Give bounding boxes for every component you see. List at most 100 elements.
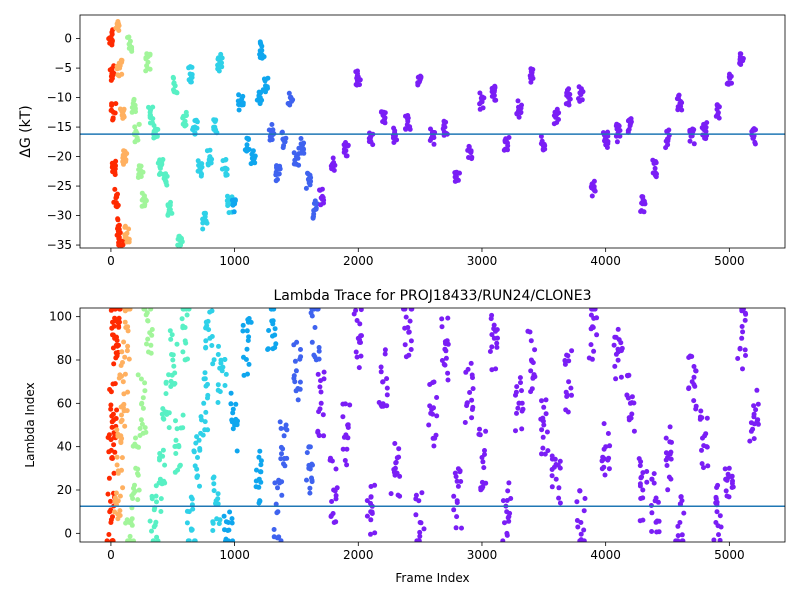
data-point (316, 356, 322, 362)
data-point (243, 357, 249, 362)
data-point (566, 86, 572, 92)
data-point (482, 448, 487, 453)
data-point (753, 407, 759, 413)
data-point (197, 483, 202, 489)
data-point (175, 242, 181, 248)
data-point (113, 490, 119, 496)
data-point (751, 414, 757, 420)
data-point (549, 456, 555, 462)
data-point (135, 372, 141, 378)
data-point (121, 339, 127, 345)
data-point (427, 382, 433, 387)
data-point (252, 160, 258, 166)
data-point (257, 48, 263, 54)
data-point (109, 42, 115, 48)
data-point (246, 361, 252, 367)
data-point (171, 363, 177, 369)
data-point (457, 468, 463, 474)
data-point (528, 338, 534, 344)
data-point (664, 128, 670, 134)
data-point (236, 107, 242, 113)
data-point (454, 514, 460, 520)
data-point (281, 433, 287, 439)
data-point (125, 328, 131, 334)
data-point (280, 136, 286, 142)
data-point (505, 488, 511, 494)
data-point (539, 451, 544, 457)
data-point (129, 516, 135, 522)
data-point (271, 308, 277, 312)
data-point (353, 349, 359, 355)
data-point (113, 416, 119, 421)
data-point (629, 394, 635, 400)
data-point (210, 528, 216, 533)
data-point (204, 148, 210, 154)
data-point (492, 87, 497, 93)
data-point (724, 81, 730, 87)
data-point (297, 386, 303, 392)
data-point (576, 84, 582, 90)
data-point (138, 163, 144, 169)
data-point (112, 308, 118, 312)
data-point (668, 476, 674, 482)
x-axis-label: Frame Index (395, 571, 469, 585)
data-point (343, 432, 349, 438)
data-point (201, 400, 207, 406)
data-point (114, 407, 120, 413)
data-point (215, 62, 221, 68)
data-point (613, 123, 619, 129)
data-point (295, 155, 301, 161)
data-point (530, 360, 536, 366)
data-point (115, 516, 121, 522)
data-point (108, 402, 114, 408)
data-point (539, 138, 545, 144)
data-point (230, 426, 236, 432)
data-point (453, 474, 459, 480)
data-point (116, 73, 122, 79)
data-point (112, 110, 118, 116)
data-point (106, 532, 112, 537)
data-point (246, 334, 252, 340)
data-point (755, 401, 761, 407)
data-point (321, 197, 327, 203)
data-point (477, 90, 483, 96)
data-point (240, 100, 246, 106)
data-point (740, 329, 746, 335)
data-point (402, 325, 408, 331)
data-point (184, 312, 190, 318)
data-point (119, 455, 125, 461)
data-point (167, 328, 173, 334)
data-point (171, 381, 177, 387)
data-point (292, 358, 298, 364)
data-point (160, 157, 166, 162)
data-point (190, 506, 196, 512)
data-point (481, 465, 487, 471)
data-point (344, 153, 350, 159)
data-point (431, 443, 437, 449)
data-point (492, 97, 498, 103)
data-point (139, 401, 144, 407)
data-point (180, 325, 186, 331)
data-point (266, 328, 272, 333)
data-point (358, 340, 363, 345)
data-point (441, 118, 447, 124)
data-point (269, 122, 275, 127)
data-point (331, 520, 337, 525)
data-point (443, 348, 449, 354)
data-point (417, 529, 423, 535)
data-point (543, 411, 549, 417)
data-point (120, 360, 125, 365)
data-point (665, 487, 671, 493)
data-point (639, 474, 645, 480)
data-point (214, 516, 220, 522)
data-point (329, 499, 335, 504)
data-point (265, 346, 271, 352)
data-point (163, 178, 169, 184)
data-point (487, 349, 493, 354)
data-point (675, 523, 681, 529)
data-point (748, 420, 754, 426)
data-point (356, 365, 362, 371)
data-point (502, 139, 508, 145)
data-point (328, 514, 334, 519)
data-point (697, 416, 703, 422)
